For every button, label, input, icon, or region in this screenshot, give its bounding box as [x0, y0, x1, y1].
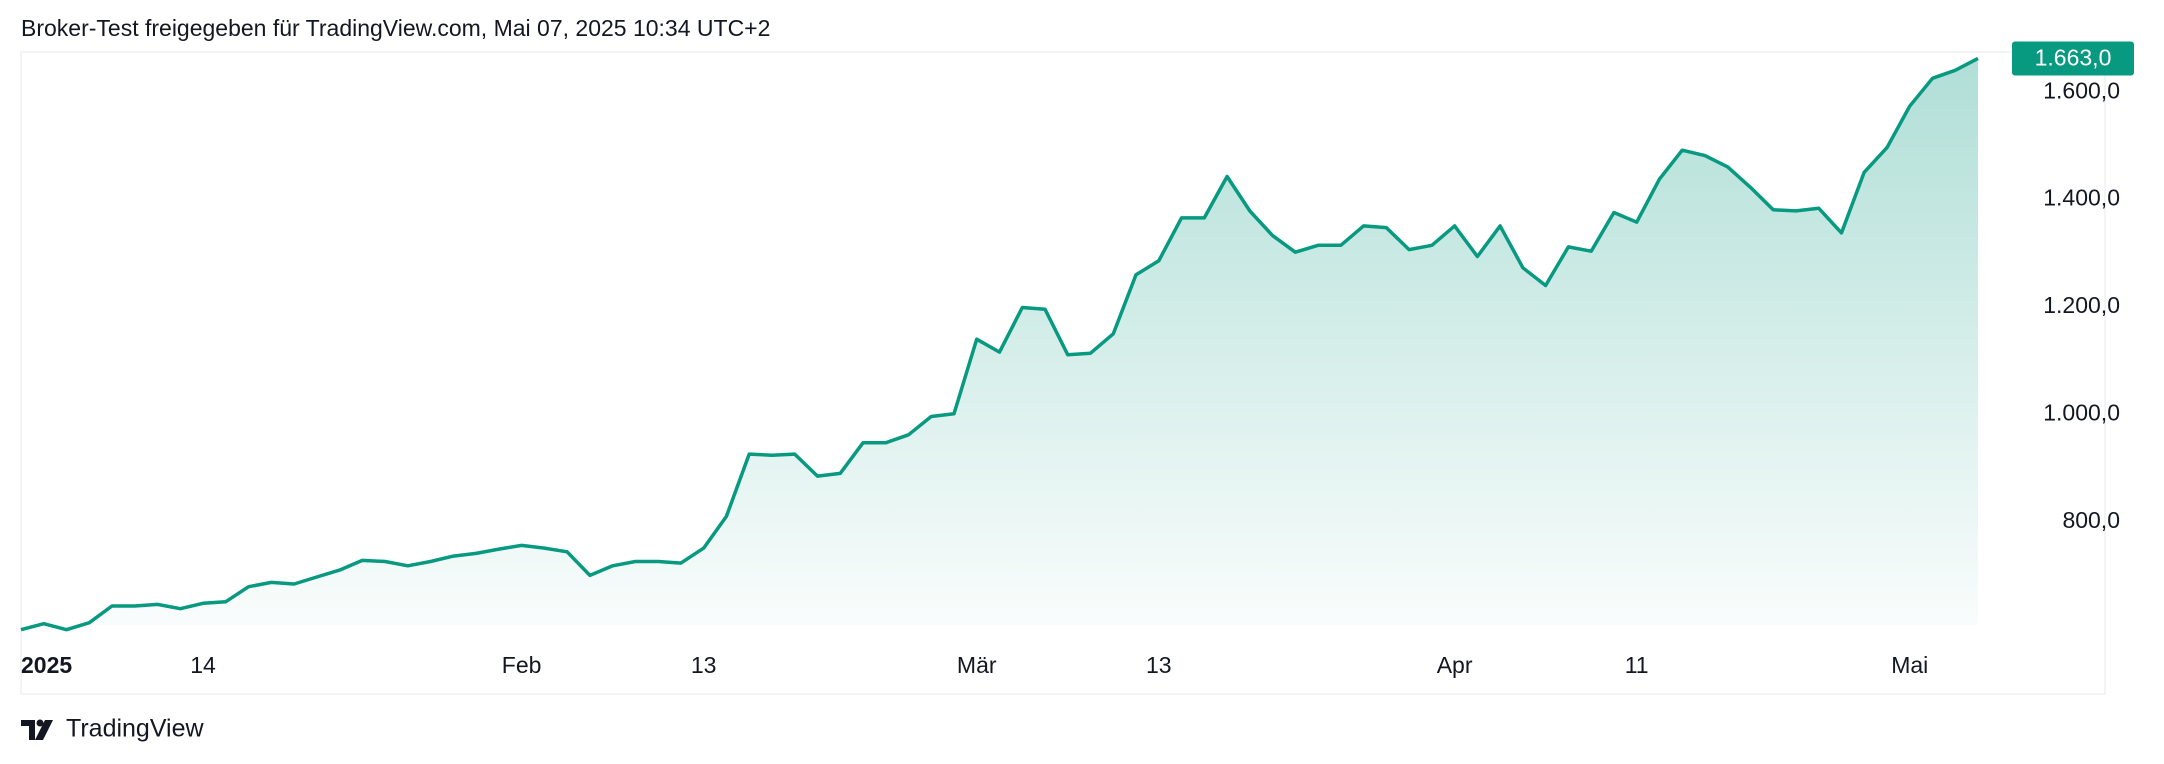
x-tick-label: Feb — [502, 652, 542, 678]
area-fill — [21, 58, 1978, 630]
y-tick-label: 1.600,0 — [2043, 77, 2120, 103]
brand-name: TradingView — [66, 715, 205, 743]
x-tick-label: 14 — [190, 652, 216, 678]
x-tick-label: 13 — [1146, 652, 1172, 678]
last-price-box — [2012, 41, 2134, 76]
y-tick-label: 800,0 — [2062, 507, 2120, 533]
x-tick-label: Mai — [1891, 652, 1928, 678]
x-tick-label: Mär — [957, 652, 997, 678]
y-tick-label: 1.200,0 — [2043, 292, 2120, 318]
x-tick-label: 11 — [1625, 652, 1649, 678]
last-price-label: 1.663,0 — [2035, 45, 2112, 71]
y-tick-label: 1.400,0 — [2043, 185, 2120, 211]
brand-logo — [21, 719, 53, 740]
x-tick-label: Apr — [1437, 652, 1473, 678]
plot-frame — [20, 51, 2106, 695]
x-tick-label: 13 — [691, 652, 717, 678]
x-tick-label: 2025 — [21, 652, 72, 678]
price-line — [20, 56, 1979, 632]
y-tick-label: 1.000,0 — [2043, 399, 2120, 425]
chart-title: Broker-Test freigegeben für TradingView.… — [21, 15, 770, 41]
